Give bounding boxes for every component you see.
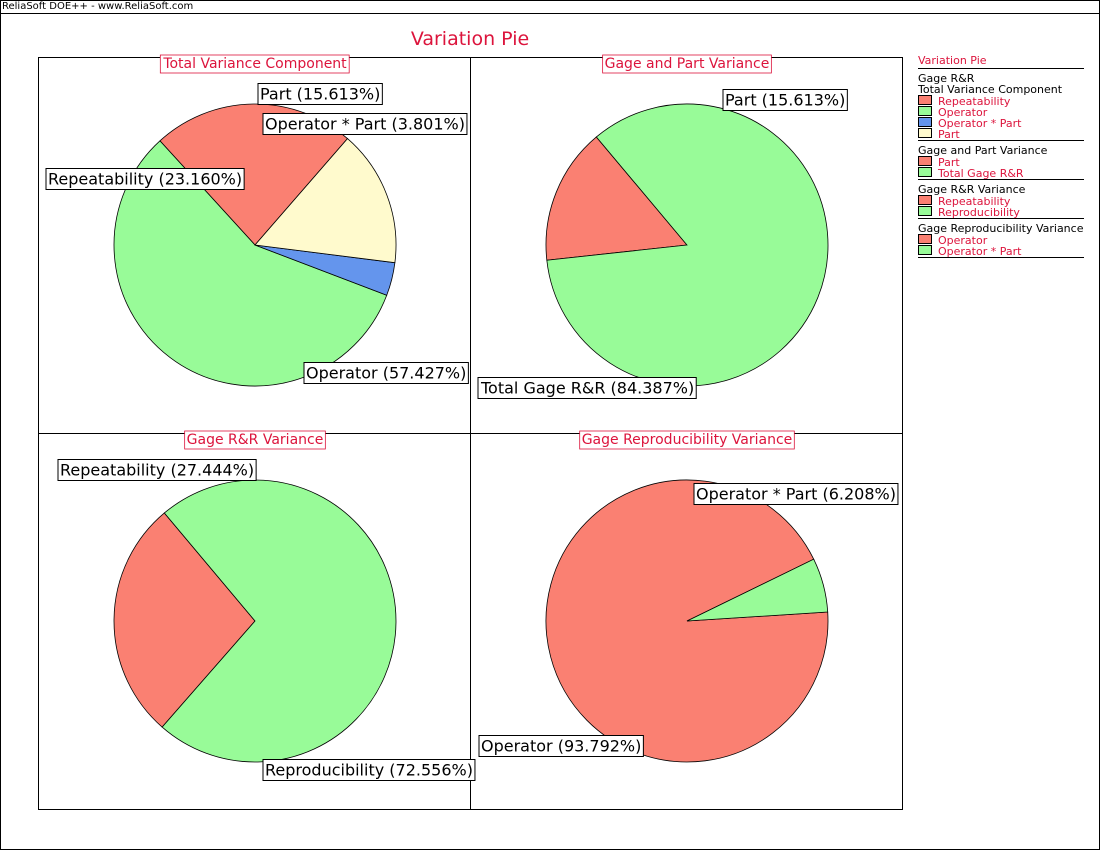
pie-slice-label: Repeatability (27.444%): [60, 461, 254, 480]
pie-title: Gage R&R Variance: [187, 432, 324, 448]
pie-slice-label-group: Part (15.613%): [722, 89, 848, 111]
legend-swatch: [918, 206, 932, 216]
legend-item: Operator * Part: [918, 245, 1084, 258]
pie-slice-label-box: [57, 459, 257, 481]
window-title-bar: ReliaSoft DOE++ - www.ReliaSoft.com: [0, 0, 1100, 14]
legend-item: Reproducibility: [918, 206, 1084, 219]
pie-slice-label-group: Repeatability (27.444%): [57, 459, 257, 481]
pie-slice: [686, 558, 829, 622]
legend-item: Operator: [918, 234, 1084, 247]
legend-group-title: Gage R&R Variance: [918, 183, 1026, 196]
legend-item: Operator: [918, 106, 1084, 119]
legend-item: Part: [918, 128, 1084, 141]
pie-slice-label-box: [693, 483, 899, 505]
pie-slice-label-box: [303, 362, 469, 384]
pie-title: Gage Reproducibility Variance: [582, 432, 793, 448]
pie-slice-label: Operator * Part (6.208%): [696, 485, 896, 504]
pie-slice-label-group: Operator (93.792%): [478, 735, 644, 757]
legend-group: Gage R&R Variance Repeatability Reproducib…: [918, 180, 1084, 219]
legend-item: Part: [918, 156, 1084, 169]
legend-item: Total Gage R&R: [918, 167, 1084, 180]
pie-title-box: [159, 54, 350, 74]
pie-slice-label: Operator (93.792%): [481, 737, 641, 756]
legend-swatch: [918, 245, 932, 255]
legend-item-label: Repeatability: [938, 95, 1011, 108]
legend-item-label: Total Gage R&R: [938, 167, 1024, 180]
pie-slice-label: Part (15.613%): [260, 85, 380, 104]
legend-title: Variation Pie: [918, 55, 1084, 69]
pie-slice-label-group: Part (15.613%): [257, 83, 383, 105]
pie-title: Gage and Part Variance: [605, 56, 770, 72]
pie-slice: [254, 138, 397, 264]
pie-slice-label-group: Total Gage R&R (84.387%): [477, 377, 697, 399]
pie-slice-label-group: Operator * Part (6.208%): [693, 483, 899, 505]
pie-slice-label-group: Reproducibility (72.556%): [262, 759, 476, 781]
legend-group: Gage and Part Variance Part Total Gage R&R: [918, 141, 1084, 180]
legend-swatch: [918, 95, 932, 105]
pie-slice-label: Reproducibility (72.556%): [265, 761, 473, 780]
pie-title-box: [579, 430, 795, 450]
legend-group-title: Gage Reproducibility Variance: [918, 222, 1084, 235]
legend-item: Operator * Part: [918, 117, 1084, 130]
grid-divider-horizontal: [39, 433, 902, 434]
pie-slice: [545, 136, 688, 261]
legend-item: Repeatability: [918, 95, 1084, 108]
legend-swatch: [918, 195, 932, 205]
legend-item-label: Operator: [938, 106, 988, 119]
pie-slice-label-box: [257, 83, 383, 105]
pie-slice-label-box: [722, 89, 848, 111]
legend-body: Gage R&R Total Variance Component Repeatab…: [918, 69, 1084, 258]
pie-title-group: Total Variance Component: [159, 54, 350, 74]
pie-slice-label-group: Operator (57.427%): [303, 362, 469, 384]
legend-item-label: Operator * Part: [938, 117, 1022, 130]
legend-swatch: [918, 156, 932, 166]
pie-title-group: Gage Reproducibility Variance: [579, 430, 795, 450]
pie-slice-label-box: [477, 377, 697, 399]
legend-group: Gage Reproducibility Variance Operator Ope…: [918, 219, 1084, 258]
pie-slice: [113, 512, 256, 728]
pie-slice-label-box: [262, 113, 468, 135]
pie-title-group: Gage and Part Variance: [602, 54, 772, 74]
legend: Variation Pie Gage R&R Total Variance Com…: [918, 55, 1084, 258]
legend-swatch: [918, 128, 932, 138]
legend-group-title: Gage and Part Variance: [918, 144, 1048, 157]
legend-swatch: [918, 117, 932, 127]
pie-slice: [113, 140, 388, 387]
pie-slice-label: Total Gage R&R (84.387%): [480, 379, 694, 398]
legend-swatch: [918, 234, 932, 244]
legend-root-label: Gage R&R: [918, 72, 975, 85]
pie-slice-label-group: Repeatability (23.160%): [45, 168, 245, 190]
pie-slice-label-box: [478, 735, 644, 757]
pie-title: Total Variance Component: [162, 56, 347, 72]
legend-group-title: Total Variance Component: [918, 83, 1063, 96]
legend-item-label: Operator: [938, 234, 988, 247]
pie-slice: [546, 103, 829, 387]
pie-slice-label: Operator * Part (3.801%): [265, 115, 465, 134]
legend-item-label: Operator * Part: [938, 245, 1022, 258]
legend-item-label: Part: [938, 128, 960, 141]
pie-title-box: [602, 54, 772, 74]
legend-swatch: [918, 106, 932, 116]
pie-slice-label-group: Operator * Part (3.801%): [262, 113, 468, 135]
pie-title-box: [184, 430, 326, 450]
pie-slice-label: Operator (57.427%): [306, 364, 466, 383]
legend-group: Total Variance Component Repeatability Ope…: [918, 84, 1084, 141]
legend-item: Repeatability: [918, 195, 1084, 208]
figure-title: Variation Pie: [410, 28, 530, 50]
legend-swatch: [918, 167, 932, 177]
plot-grid: [38, 57, 903, 810]
legend-item-label: Repeatability: [938, 195, 1011, 208]
legend-item-label: Part: [938, 156, 960, 169]
pie-title-group: Gage R&R Variance: [184, 430, 326, 450]
pie-slice-label: Part (15.613%): [725, 91, 845, 110]
legend-item-label: Reproducibility: [938, 206, 1020, 219]
pie-slice-label: Repeatability (23.160%): [48, 170, 242, 189]
pie-slice-label-box: [45, 168, 245, 190]
pie-slice-label-box: [262, 759, 476, 781]
